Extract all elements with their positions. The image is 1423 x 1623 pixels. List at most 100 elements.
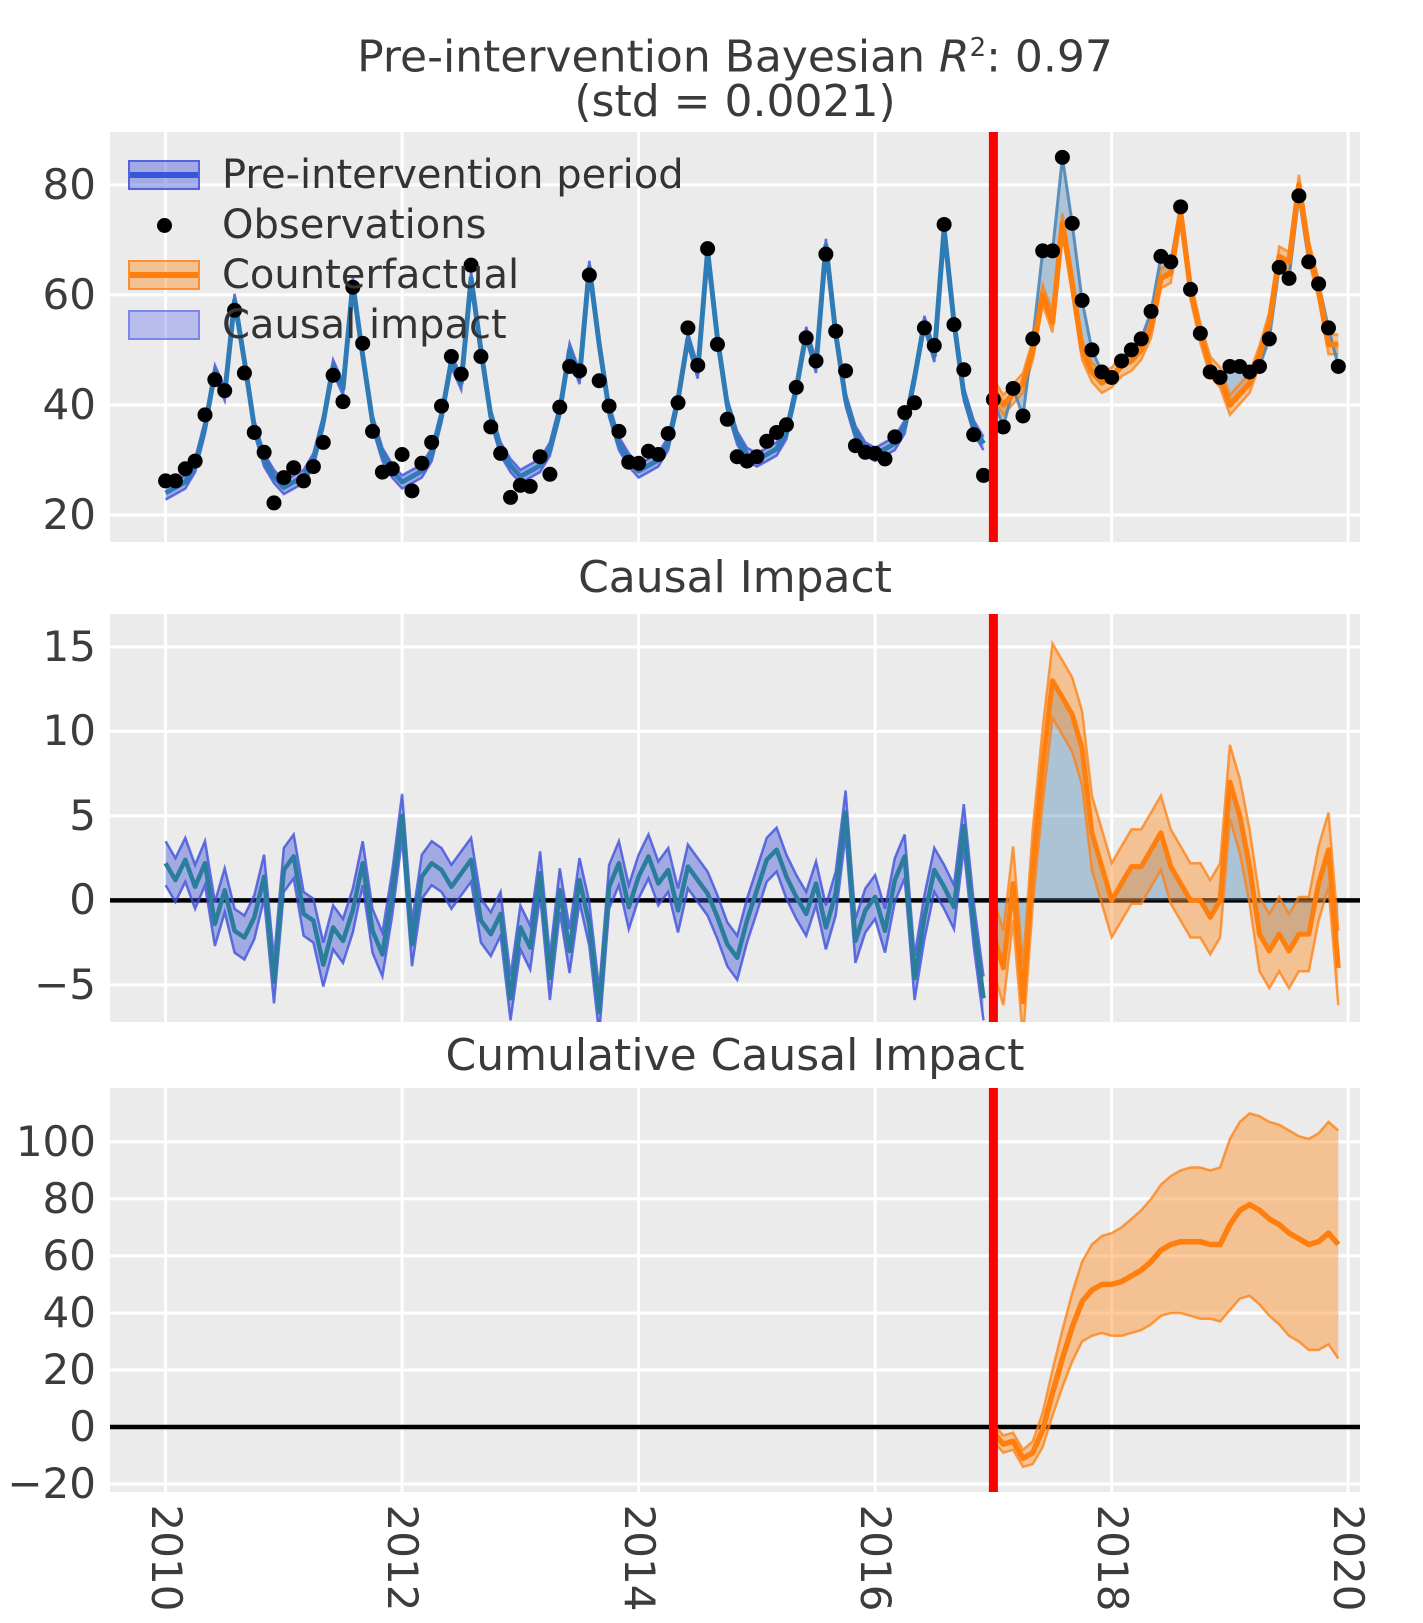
cumulative-impact-line (991, 1201, 1341, 1462)
observation-dot (700, 241, 716, 257)
observation-dot (916, 320, 932, 336)
middle-ytick-5: 5 (69, 790, 96, 840)
blue-band-swatch (128, 160, 200, 190)
observation-dot (1311, 276, 1327, 292)
observation-dot (887, 429, 903, 445)
observation-dot (355, 335, 371, 351)
legend: Pre-intervention period Observations Count… (128, 150, 684, 350)
observation-dot (749, 449, 765, 465)
observation-dot (1025, 331, 1041, 347)
top-ytick-80: 80 (42, 159, 96, 209)
observation-dot (1084, 342, 1100, 358)
observation-dot (631, 455, 647, 471)
observation-dot (167, 473, 183, 489)
observation-dot (1045, 243, 1061, 259)
observation-dot (453, 366, 469, 382)
observation-dot (936, 216, 952, 232)
observation-dot (394, 446, 410, 462)
legend-item-label: Pre-intervention period (222, 152, 684, 198)
xtick-2020: 2020 (1324, 1504, 1374, 1612)
observation-dot (1301, 254, 1317, 270)
observation-dot (1123, 342, 1139, 358)
bottom-panel-series (110, 1088, 1360, 1492)
bottom-ytick-20: 20 (42, 1344, 96, 1394)
observation-dot (236, 365, 252, 381)
legend-item-counterfactual: Counterfactual (128, 250, 684, 300)
observation-dot (660, 426, 676, 442)
observation-dot (1320, 320, 1336, 336)
observation-dot (532, 449, 548, 465)
observation-dot (483, 419, 499, 435)
observation-dot (956, 362, 972, 378)
top-title-r-symbol: R (938, 31, 970, 83)
observation-dot (946, 317, 962, 333)
top-title-prefix: Pre-intervention Bayesian (357, 31, 939, 83)
xtick-2012: 2012 (378, 1504, 428, 1612)
legend-item-label: Counterfactual (222, 252, 520, 298)
top-ytick-60: 60 (42, 269, 96, 319)
observation-dot (1182, 281, 1198, 297)
observation-dot (926, 338, 942, 354)
observation-dot (256, 444, 272, 460)
observation-dot (966, 427, 982, 443)
observation-dot (1143, 303, 1159, 319)
bottom-ytick--20: −20 (7, 1459, 96, 1509)
legend-item-label: Observations (222, 202, 487, 248)
observation-dot (650, 446, 666, 462)
orange-band-swatch (128, 260, 200, 290)
top-ytick-40: 40 (42, 379, 96, 429)
observation-dot (305, 459, 321, 475)
observation-dot (897, 405, 913, 421)
observation-dot (818, 246, 834, 262)
impact-post-line (991, 678, 1341, 1005)
observation-dot-swatch (156, 217, 172, 233)
observation-dot (335, 394, 351, 410)
cumulative-band (993, 1113, 1339, 1467)
observation-dot (1005, 380, 1021, 396)
observation-dot (778, 417, 794, 433)
observation-dot (266, 495, 282, 511)
cumulative-band-lower-edge (992, 1294, 1340, 1469)
observation-dot (246, 424, 262, 440)
xtick-2014: 2014 (614, 1504, 664, 1612)
legend-item-observations: Observations (128, 200, 684, 250)
observation-dot (788, 379, 804, 395)
observation-dot (463, 257, 479, 273)
observation-dot (434, 398, 450, 414)
observation-dot (207, 372, 223, 388)
observation-dot (522, 478, 538, 494)
middle-ytick-10: 10 (42, 706, 96, 756)
observation-dot (808, 353, 824, 369)
counterfactual-mean-line (991, 182, 1339, 408)
impact-post-band-upper-edge (992, 639, 1340, 965)
observation-dot (345, 279, 361, 295)
observation-dot (719, 411, 735, 427)
observation-dot (325, 367, 341, 383)
observation-dot (611, 423, 627, 439)
observation-dot (384, 461, 400, 477)
observation-dot (976, 467, 992, 483)
observation-dot (197, 407, 213, 423)
top-title-suffix: : 0.97 (986, 31, 1113, 83)
observation-dot (1104, 369, 1120, 385)
observation-dot (542, 466, 558, 482)
cumulative-band-upper-edge (992, 1112, 1340, 1452)
bottom-ytick-40: 40 (42, 1287, 96, 1337)
observation-dot (443, 349, 459, 365)
observation-dot (414, 455, 430, 471)
observation-dot (365, 423, 381, 439)
observation-dot (493, 445, 509, 461)
observation-dot (1054, 149, 1070, 165)
legend-item-causal-impact: Causal impact (128, 300, 684, 350)
xtick-2010: 2010 (141, 1504, 191, 1612)
observation-dot (404, 483, 420, 499)
bottom-ytick-60: 60 (42, 1230, 96, 1280)
impact-post-fill (993, 680, 1339, 1002)
observation-dot (1173, 199, 1189, 215)
middle-panel-title: Causal Impact (578, 552, 892, 603)
observation-dot (581, 267, 597, 283)
middle-ytick--5: −5 (34, 959, 96, 1009)
impact-pre-line (163, 810, 986, 1015)
